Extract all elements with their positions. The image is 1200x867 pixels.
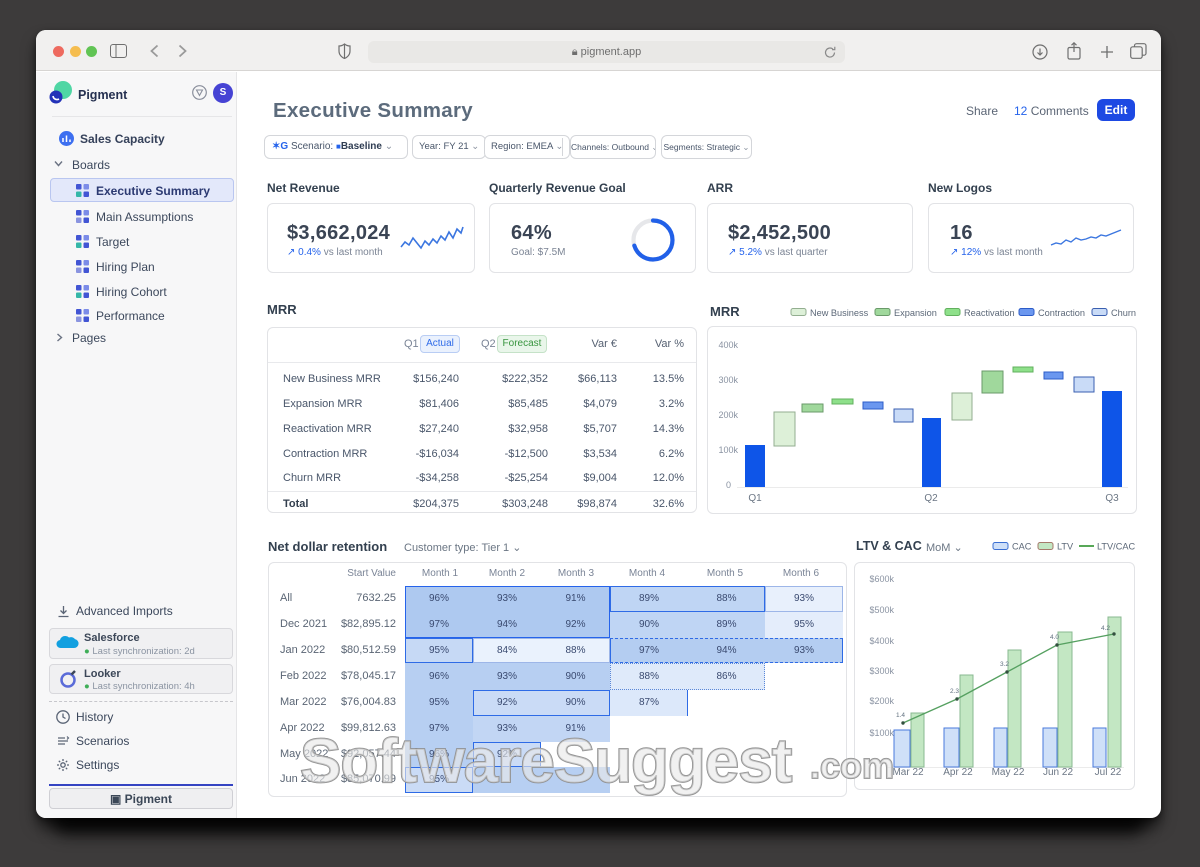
svg-text:3.2: 3.2 xyxy=(1000,661,1009,668)
svg-text:Q2: Q2 xyxy=(924,493,938,504)
svg-text:May 22: May 22 xyxy=(992,767,1025,778)
svg-text:Reactivation: Reactivation xyxy=(964,308,1015,318)
svg-text:$100k: $100k xyxy=(869,728,894,738)
svg-text:$600k: $600k xyxy=(869,574,894,584)
svg-text:Q1: Q1 xyxy=(748,493,762,504)
svg-text:Jul 22: Jul 22 xyxy=(1095,767,1122,778)
svg-text:SoftwareSuggest: SoftwareSuggest xyxy=(300,727,792,796)
svg-text:Expansion: Expansion xyxy=(894,308,937,318)
svg-text:Jun 22: Jun 22 xyxy=(1043,767,1073,778)
svg-text:$500k: $500k xyxy=(869,605,894,615)
svg-text:2.3: 2.3 xyxy=(950,688,959,695)
svg-text:1.4: 1.4 xyxy=(896,712,905,719)
svg-text:LTV: LTV xyxy=(1057,542,1074,552)
svg-text:400k: 400k xyxy=(718,340,738,350)
svg-text:0: 0 xyxy=(726,480,731,490)
svg-text:CAC: CAC xyxy=(1012,542,1032,552)
svg-text:4.2: 4.2 xyxy=(1101,625,1110,632)
svg-text:Q3: Q3 xyxy=(1105,493,1119,504)
svg-text:300k: 300k xyxy=(718,375,738,385)
svg-text:$200k: $200k xyxy=(869,696,894,706)
svg-text:LTV/CAC: LTV/CAC xyxy=(1097,542,1135,552)
svg-text:4.0: 4.0 xyxy=(1050,634,1059,641)
svg-text:Mar 22: Mar 22 xyxy=(892,767,924,778)
svg-text:$300k: $300k xyxy=(869,666,894,676)
svg-text:200k: 200k xyxy=(718,410,738,420)
svg-text:New Business: New Business xyxy=(810,308,869,318)
svg-text:Churn: Churn xyxy=(1111,308,1136,318)
svg-text:Apr 22: Apr 22 xyxy=(943,767,973,778)
svg-text:100k: 100k xyxy=(718,445,738,455)
svg-text:Contraction: Contraction xyxy=(1038,308,1085,318)
svg-text:$400k: $400k xyxy=(869,636,894,646)
svg-text:.com: .com xyxy=(810,745,894,786)
